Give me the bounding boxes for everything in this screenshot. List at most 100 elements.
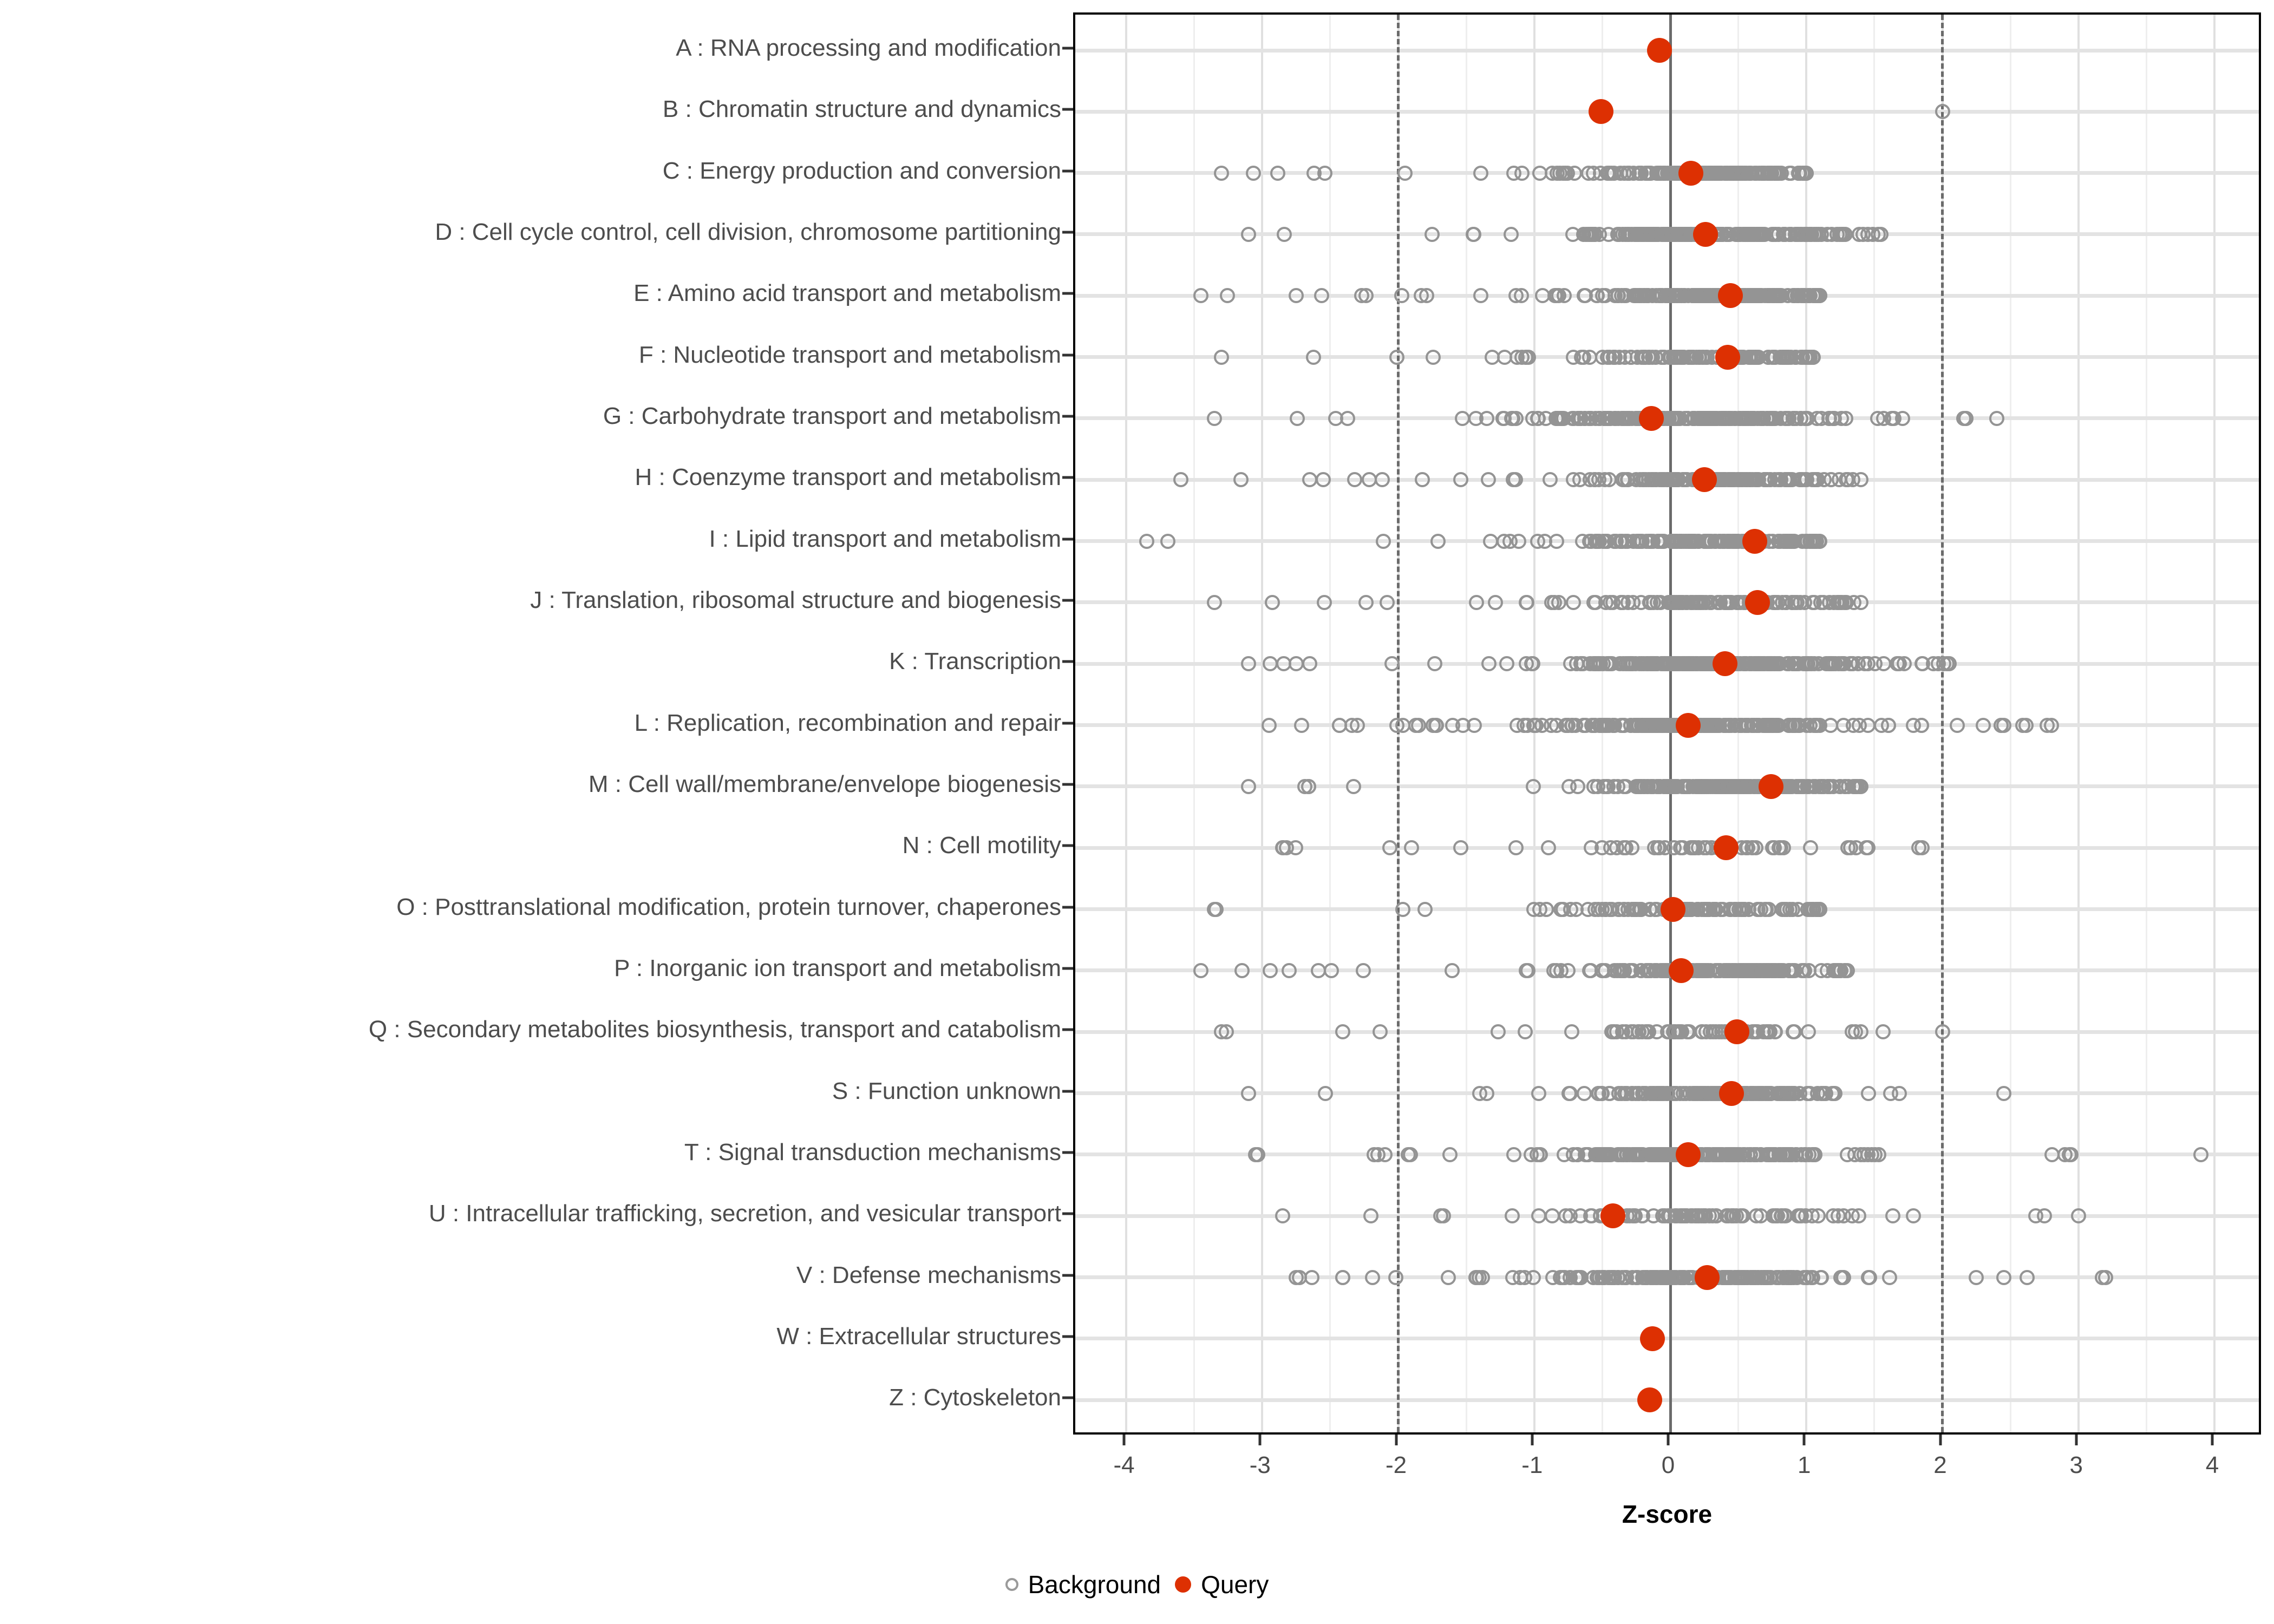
background-point [1779, 901, 1795, 917]
background-point [1305, 349, 1321, 365]
query-point [1646, 38, 1672, 63]
background-point [1598, 594, 1613, 610]
background-point [1633, 962, 1649, 978]
background-point [1892, 1085, 1907, 1101]
background-point [1861, 1085, 1877, 1101]
y-axis-category-label: O : Posttranslational modification, prot… [396, 893, 1061, 920]
y-axis-category-label: L : Replication, recombination and repai… [634, 709, 1061, 736]
background-point [1644, 656, 1660, 672]
background-point [1885, 410, 1900, 426]
background-point [1743, 656, 1759, 672]
y-axis-category-label: D : Cell cycle control, cell division, c… [435, 218, 1061, 245]
background-point [1743, 1085, 1759, 1101]
y-axis-category-label: H : Coenzyme transport and metabolism [635, 464, 1061, 491]
background-point [1577, 1085, 1592, 1101]
y-axis-category-label: N : Cell motility [902, 832, 1061, 859]
background-point [1314, 288, 1329, 304]
background-point [1853, 1147, 1868, 1162]
background-point [1488, 594, 1504, 610]
background-point [1701, 165, 1717, 181]
background-point [1316, 594, 1332, 610]
background-point [1453, 472, 1468, 488]
background-point [1504, 410, 1519, 426]
query-point [1675, 1142, 1701, 1167]
x-axis-tick [1395, 1435, 1397, 1445]
background-point [2193, 1147, 2208, 1162]
y-axis-tick [1062, 1335, 1073, 1338]
background-point [1949, 717, 1965, 733]
background-point [1302, 472, 1318, 488]
background-point [1379, 594, 1395, 610]
background-point [1798, 226, 1814, 242]
background-point [1636, 349, 1652, 365]
y-axis-tick [1062, 1090, 1073, 1093]
background-point [1628, 226, 1643, 242]
background-point [1811, 288, 1826, 304]
background-point [2094, 1269, 2110, 1285]
background-point [1424, 226, 1440, 242]
background-point [1372, 1024, 1388, 1040]
y-axis-tick [1062, 1274, 1073, 1277]
x-axis-tick-label: 2 [1933, 1452, 1947, 1478]
background-point [1840, 1147, 1855, 1162]
gridline-h [1075, 109, 2259, 114]
y-axis-tick [1062, 1396, 1073, 1399]
background-point [1531, 1208, 1546, 1224]
background-point [1599, 533, 1615, 549]
background-point [1851, 717, 1867, 733]
y-axis-tick [1062, 415, 1073, 418]
background-point [1506, 1147, 1521, 1162]
background-point [1646, 1085, 1662, 1101]
background-point [1603, 165, 1619, 181]
y-axis-category-label: S : Function unknown [832, 1077, 1061, 1104]
x-axis-tick-label: -2 [1385, 1452, 1407, 1478]
background-point [1350, 717, 1365, 733]
background-point [1616, 288, 1632, 304]
background-point [1525, 778, 1541, 794]
background-point [1882, 1269, 1898, 1285]
background-point [1139, 533, 1154, 549]
background-point [1561, 1085, 1577, 1101]
background-point [1733, 778, 1749, 794]
background-point [1768, 349, 1783, 365]
background-point [1513, 288, 1529, 304]
background-point [1816, 1085, 1832, 1101]
chart-legend: Background Query [0, 1570, 2274, 1599]
x-axis-tick-label: 4 [2205, 1452, 2219, 1478]
background-point [2070, 1208, 2086, 1224]
query-point [1637, 1387, 1663, 1413]
background-point [1560, 962, 1576, 978]
background-point [1250, 1147, 1265, 1162]
background-point [1601, 717, 1617, 733]
y-axis-tick [1062, 169, 1073, 173]
background-point [1722, 533, 1738, 549]
query-point [1694, 1265, 1720, 1290]
background-point [1466, 226, 1481, 242]
background-point [1599, 349, 1615, 365]
background-point [1749, 1147, 1765, 1162]
background-point [1801, 1024, 1816, 1040]
background-point [1518, 349, 1533, 365]
y-axis-tick [1062, 476, 1073, 479]
background-point [1264, 594, 1280, 610]
x-axis-title: Z-score [1622, 1500, 1713, 1528]
background-point [1835, 1269, 1851, 1285]
x-axis-tick [2075, 1435, 2078, 1445]
background-point [1526, 1269, 1541, 1285]
background-point [1425, 717, 1441, 733]
background-point [1801, 1085, 1816, 1101]
background-point [1241, 656, 1257, 672]
background-point [1793, 594, 1808, 610]
background-point [1835, 717, 1851, 733]
background-point [1208, 901, 1224, 917]
background-point [1316, 472, 1331, 488]
background-point [1633, 165, 1649, 181]
y-axis-category-label: B : Chromatin structure and dynamics [662, 96, 1061, 123]
background-point [1566, 594, 1582, 610]
background-point [1813, 594, 1828, 610]
query-point [1661, 896, 1686, 922]
x-axis-tick-label: 0 [1661, 1452, 1675, 1478]
y-axis-category-label: Q : Secondary metabolites biosynthesis, … [368, 1016, 1061, 1043]
background-point [1677, 410, 1693, 426]
background-point [1749, 1024, 1765, 1040]
